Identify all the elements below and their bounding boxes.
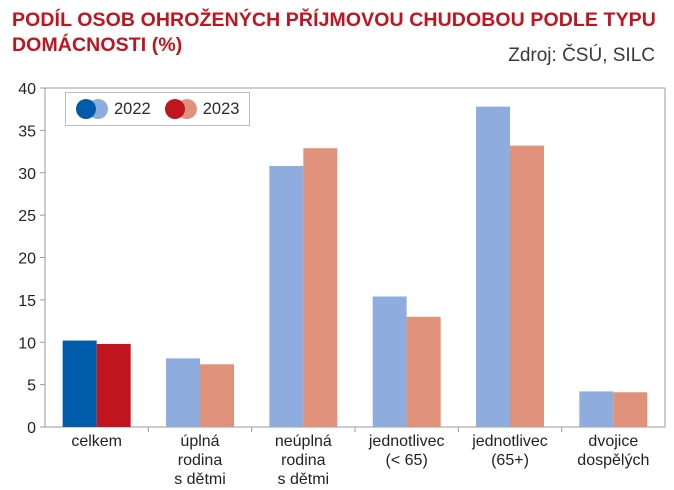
x-tick-label: jednotlivec xyxy=(368,433,445,450)
legend-swatch-2023 xyxy=(164,99,197,119)
bar-2023-3 xyxy=(406,316,441,427)
legend-label-2023: 2023 xyxy=(202,99,240,118)
legend-label-2022: 2022 xyxy=(114,99,151,118)
y-tick-label: 25 xyxy=(18,208,36,225)
x-tick-label: s dětmi xyxy=(174,471,226,488)
bar-2023-2 xyxy=(303,148,338,428)
y-tick-label: 10 xyxy=(18,335,36,352)
chart-title-line-2: DOMÁCNOSTI (%) xyxy=(12,34,183,56)
y-tick-label: 35 xyxy=(18,123,36,140)
bar-2023-4 xyxy=(510,145,544,427)
x-tick-label: (65+) xyxy=(491,452,529,469)
x-tick-label: s dětmi xyxy=(278,471,330,488)
x-tick-label: rodina xyxy=(281,452,326,469)
x-tick-label: dospělých xyxy=(577,452,649,469)
y-tick-label: 5 xyxy=(27,378,36,395)
bar-2023-1 xyxy=(200,364,234,427)
bar-2022-4 xyxy=(476,106,510,428)
chart-title: PODÍL OSOB OHROŽENÝCH PŘÍJMOVOU CHUDOBOU… xyxy=(12,8,656,58)
plot-frame xyxy=(44,87,666,428)
x-tick-label: rodina xyxy=(178,452,223,469)
x-tick-label: celkem xyxy=(71,433,122,450)
y-tick-label: 40 xyxy=(18,81,36,98)
chart-legend: 2022 2023 xyxy=(65,92,250,126)
x-tick-label: úplná xyxy=(180,433,219,450)
x-tick-label: dvojice xyxy=(588,433,638,450)
legend-swatch-2022 xyxy=(76,99,108,119)
legend-item-2022: 2022 xyxy=(76,99,151,119)
bar-2022-3 xyxy=(372,296,407,427)
x-tick-label: neúplná xyxy=(275,433,332,450)
legend-item-2023: 2023 xyxy=(164,99,240,119)
y-tick-label: 30 xyxy=(18,166,36,183)
y-tick-label: 15 xyxy=(18,293,36,310)
bar-2023-5 xyxy=(613,392,648,427)
chart-title-line-1: PODÍL OSOB OHROŽENÝCH PŘÍJMOVOU CHUDOBOU… xyxy=(12,9,656,31)
bar-2022-1 xyxy=(166,358,200,427)
bar-2022-0 xyxy=(62,340,97,427)
y-tick-label: 0 xyxy=(27,420,36,437)
bar-2022-2 xyxy=(269,165,304,427)
source-note: Zdroj: ČSÚ, SILC xyxy=(508,45,655,66)
x-tick-label: (< 65) xyxy=(386,452,428,469)
x-tick-label: jednotlivec xyxy=(471,433,548,450)
bar-2022-5 xyxy=(579,391,614,427)
bar-2023-0 xyxy=(96,343,131,427)
y-tick-label: 20 xyxy=(18,251,36,268)
